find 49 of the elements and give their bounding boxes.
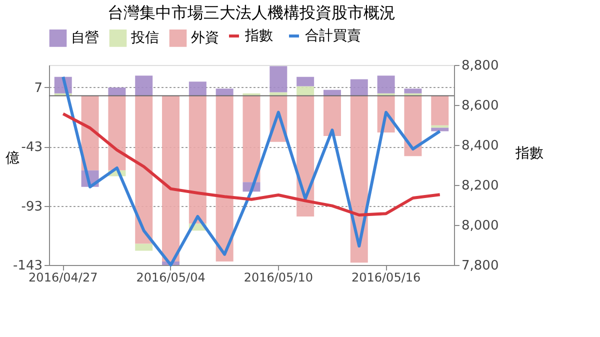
bar [108,87,126,96]
y2-tick-label: 8,600 [462,98,499,114]
y-tick-label: -43 [21,140,42,156]
bar [216,88,234,96]
bar [431,128,449,132]
bar [135,76,153,96]
bar [323,96,341,136]
line-series [62,112,442,216]
bar [404,88,422,94]
x-tick-label: 2016/05/04 [136,270,206,284]
legend-label: 合計買賣 [305,28,361,44]
line-series [62,75,442,266]
legend-label: 外資 [191,30,219,46]
y2-axis-title: 指數 [514,146,544,162]
bar [135,244,153,251]
bar [323,90,341,96]
y-axis-title: 億 [6,150,20,166]
y2-tick-label: 8,000 [462,218,499,234]
chart-title: 台灣集中市場三大法人機構投資股市概況 [108,3,396,22]
legend-label: 指數 [244,28,273,44]
bar [162,96,180,262]
bar [81,96,99,170]
bar [188,82,206,96]
y2-tick-label: 8,800 [462,58,499,74]
y-tick-label: -93 [21,199,42,214]
y2-tick-label: 7,800 [462,258,499,274]
bar [377,76,395,94]
bar [431,96,449,126]
x-tick-label: 2016/05/16 [351,270,421,284]
y2-tick-label: 8,200 [462,178,499,194]
bar [350,79,368,96]
bar [135,96,153,244]
bar [350,96,368,263]
x-tick-label: 2016/05/10 [244,270,313,284]
bar [404,96,422,156]
y2-tick-label: 8,400 [462,138,499,154]
x-tick-label: 2016/04/27 [28,270,98,284]
legend-label: 自營 [71,30,99,46]
y-tick-label: 7 [34,80,42,96]
bar [242,96,260,182]
bar [108,96,126,170]
bar [188,96,206,224]
y-tick-label: -143 [12,258,42,274]
bar [216,96,234,262]
bar [296,96,314,216]
bar [270,66,288,92]
bar [296,76,314,86]
legend-label: 投信 [130,30,159,46]
bar [296,86,314,96]
